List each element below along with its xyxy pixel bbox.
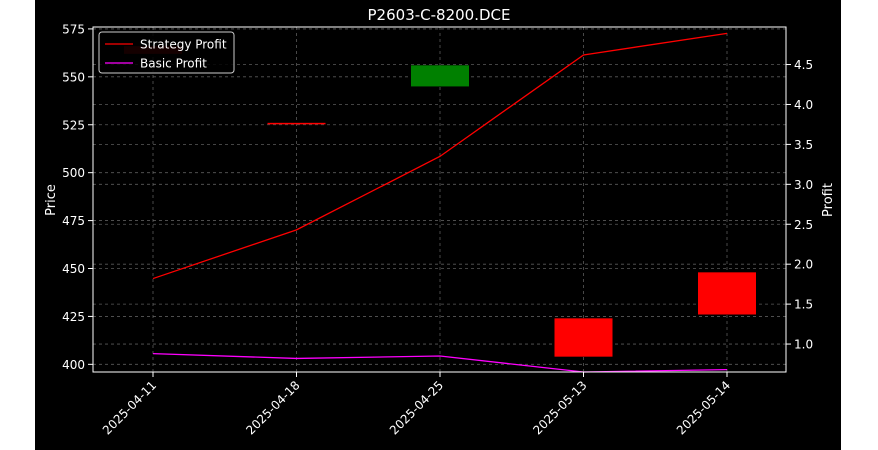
x-tick-label: 2025-04-18 (243, 378, 302, 437)
y-tick-label-right: 2.0 (794, 258, 813, 272)
profit-lines (152, 32, 728, 373)
legend: Strategy Profit Basic Profit (98, 31, 235, 74)
candle-body (267, 122, 326, 125)
legend-label: Strategy Profit (140, 38, 227, 52)
y-tick-label-right: 1.0 (794, 338, 813, 352)
y-tick-label-right: 4.5 (794, 58, 813, 72)
chart-title: P2603-C-8200.DCE (368, 6, 511, 24)
y-tick-label-left: 550 (62, 70, 85, 84)
y-tick-label-right: 3.5 (794, 138, 813, 152)
y-tick-label-left: 400 (62, 358, 85, 372)
y-tick-label-left: 525 (62, 118, 85, 132)
y-tick-label-left: 425 (62, 310, 85, 324)
y-tick-label-left: 475 (62, 214, 85, 228)
y-axis-label-left: Price (44, 184, 59, 216)
candle-body (554, 318, 613, 357)
x-tick-label: 2025-05-13 (530, 378, 589, 437)
grid (93, 27, 786, 372)
y-tick-label-right: 3.0 (794, 178, 813, 192)
y-tick-label-left: 575 (62, 22, 85, 36)
y-tick-label-right: 4.0 (794, 98, 813, 112)
x-tick-label: 2025-04-11 (100, 378, 159, 437)
y-axis-label-right: Profit (821, 183, 836, 217)
strategy-profit-line (152, 32, 728, 280)
y-tick-label-left: 500 (62, 166, 85, 180)
y-tick-label-right: 1.5 (794, 298, 813, 312)
candle-body (698, 272, 756, 315)
candle-body (411, 65, 469, 87)
y-tick-label-right: 2.5 (794, 218, 813, 232)
y-tick-label-left: 450 (62, 262, 85, 276)
basic-profit-line (152, 352, 728, 373)
x-tick-label: 2025-05-14 (674, 378, 733, 437)
legend-label: Basic Profit (140, 57, 207, 71)
x-tick-label: 2025-04-25 (387, 378, 446, 437)
